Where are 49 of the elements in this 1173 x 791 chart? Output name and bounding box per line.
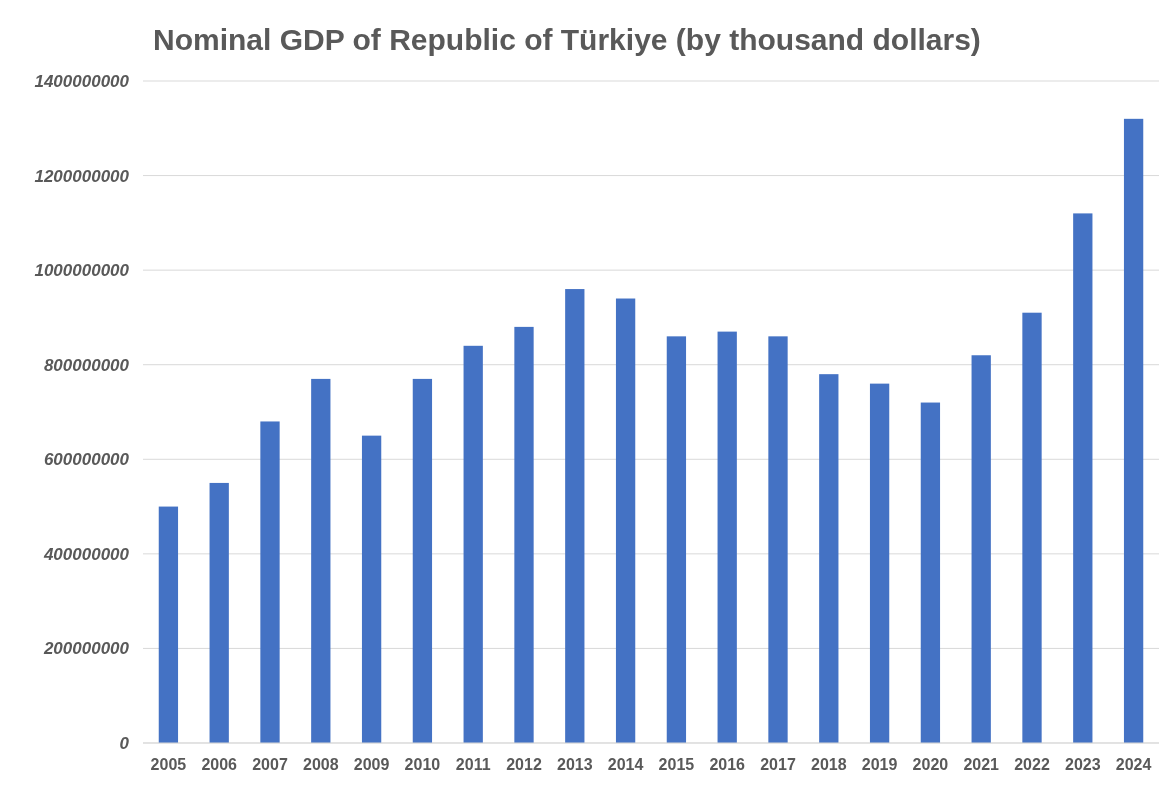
bar [412, 378, 433, 743]
bar [615, 298, 636, 743]
x-tick-label: 2010 [404, 756, 441, 773]
bar [463, 345, 483, 743]
bar [971, 355, 991, 743]
x-tick-label: 2017 [760, 756, 796, 773]
y-tick-label: 800000000 [43, 355, 130, 375]
bar [311, 378, 331, 743]
y-tick-label: 1400000000 [34, 71, 130, 91]
bar [1073, 213, 1093, 743]
x-tick-label: 2008 [303, 756, 339, 773]
x-tick-label: 2007 [252, 756, 288, 773]
y-tick-label: 600000000 [43, 450, 130, 470]
x-tick-label: 2014 [607, 756, 644, 773]
x-tick-label: 2023 [1065, 756, 1101, 773]
bar [158, 506, 179, 743]
chart-title: Nominal GDP of Republic of Türkiye (by thousand dollars) [153, 23, 981, 56]
x-tick-label: 2018 [811, 756, 847, 773]
x-tick-label: 2011 [455, 756, 491, 773]
x-tick-label: 2022 [1014, 756, 1050, 773]
bar [920, 402, 941, 743]
bar [666, 336, 687, 743]
bar [1123, 118, 1144, 743]
bar [260, 421, 280, 743]
x-tick-label: 2024 [1115, 756, 1152, 773]
x-tick-label: 2009 [353, 756, 390, 773]
bar [869, 383, 890, 743]
x-tick-label: 2019 [861, 756, 898, 773]
bar [209, 482, 229, 743]
bar [565, 289, 585, 743]
y-tick-label: 0 [119, 733, 130, 753]
x-tick-label: 2021 [963, 756, 1000, 773]
bar [1022, 312, 1042, 743]
x-tick-label: 2016 [709, 756, 746, 773]
bar [768, 336, 788, 743]
x-tick-label: 2012 [506, 756, 542, 773]
y-tick-label: 1000000000 [34, 261, 130, 281]
x-tick-label: 2006 [201, 756, 238, 773]
x-tick-label: 2015 [658, 756, 695, 773]
y-tick-label: 1200000000 [34, 166, 130, 186]
y-tick-label: 400000000 [42, 544, 130, 564]
x-tick-label: 2005 [150, 756, 187, 773]
y-tick-label: 200000000 [42, 639, 130, 659]
bar [717, 331, 737, 743]
bar [361, 435, 382, 743]
bar [819, 374, 839, 743]
bar [514, 326, 534, 743]
x-tick-label: 2013 [557, 756, 593, 773]
x-tick-label: 2020 [912, 756, 949, 773]
